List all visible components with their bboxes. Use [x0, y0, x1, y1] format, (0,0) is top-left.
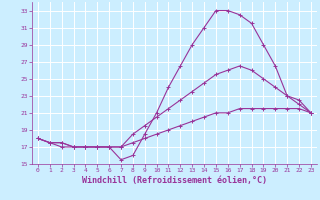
X-axis label: Windchill (Refroidissement éolien,°C): Windchill (Refroidissement éolien,°C): [82, 176, 267, 185]
